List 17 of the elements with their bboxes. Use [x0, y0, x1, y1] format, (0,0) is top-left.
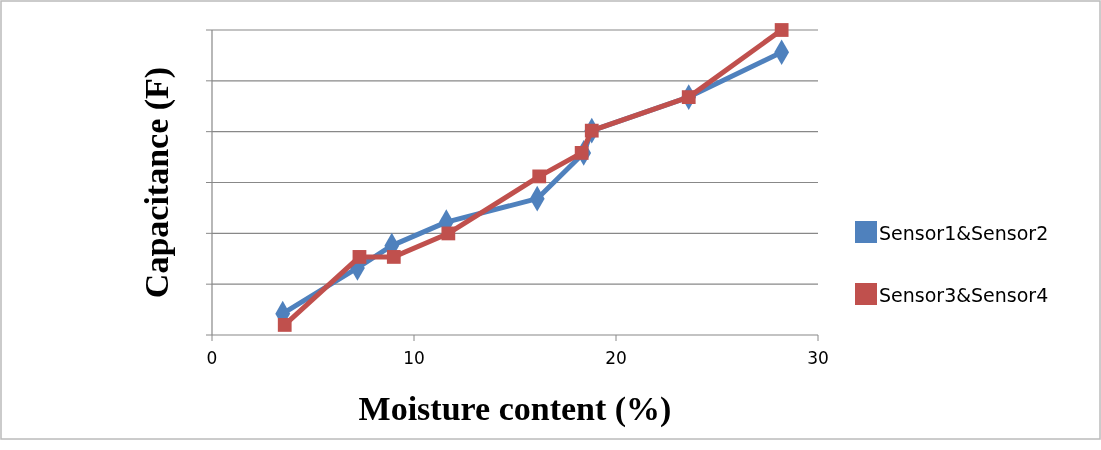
x-axis-title: Moisture content (%) [358, 390, 672, 428]
point [441, 226, 456, 241]
y-axis-title: Capacitance (F) [138, 66, 176, 299]
point [532, 169, 547, 184]
legend-label: Sensor3&Sensor4 [879, 284, 1049, 306]
point [584, 123, 599, 138]
x-tick-label: 0 [206, 348, 218, 368]
point [574, 146, 589, 160]
point [774, 23, 789, 37]
point [277, 318, 292, 332]
x-tick-label: 10 [403, 348, 425, 368]
x-tick-label: 30 [807, 348, 829, 368]
point [386, 250, 401, 264]
x-tick-label: 20 [605, 348, 627, 368]
point [352, 250, 367, 264]
legend-label: Sensor1&Sensor2 [879, 222, 1049, 244]
point [681, 90, 696, 104]
